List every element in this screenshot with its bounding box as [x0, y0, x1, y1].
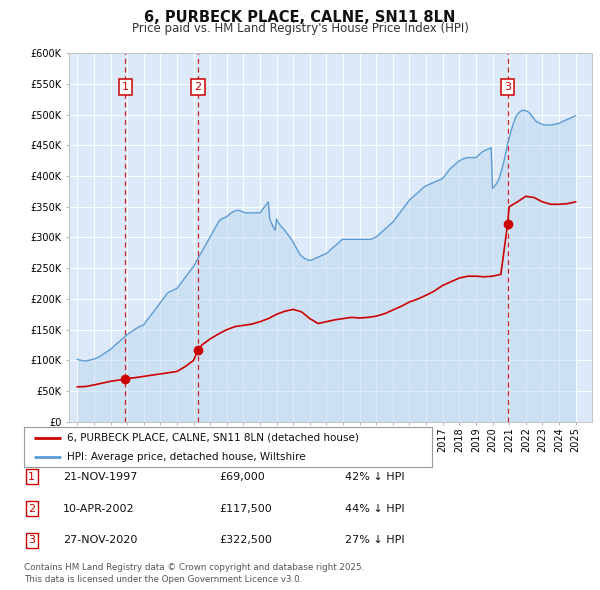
Text: Price paid vs. HM Land Registry's House Price Index (HPI): Price paid vs. HM Land Registry's House …	[131, 22, 469, 35]
Text: HPI: Average price, detached house, Wiltshire: HPI: Average price, detached house, Wilt…	[67, 452, 305, 462]
Text: Contains HM Land Registry data © Crown copyright and database right 2025.
This d: Contains HM Land Registry data © Crown c…	[24, 563, 364, 584]
Text: 2: 2	[28, 504, 35, 513]
Text: 27-NOV-2020: 27-NOV-2020	[63, 536, 137, 545]
Text: 3: 3	[504, 82, 511, 92]
Text: 1: 1	[28, 472, 35, 481]
Text: 44% ↓ HPI: 44% ↓ HPI	[345, 504, 404, 513]
Text: 27% ↓ HPI: 27% ↓ HPI	[345, 536, 404, 545]
Text: 6, PURBECK PLACE, CALNE, SN11 8LN (detached house): 6, PURBECK PLACE, CALNE, SN11 8LN (detac…	[67, 433, 359, 443]
Text: 42% ↓ HPI: 42% ↓ HPI	[345, 472, 404, 481]
Text: £117,500: £117,500	[219, 504, 272, 513]
Text: 2: 2	[194, 82, 202, 92]
Text: 1: 1	[122, 82, 129, 92]
Text: 10-APR-2002: 10-APR-2002	[63, 504, 134, 513]
Text: £322,500: £322,500	[219, 536, 272, 545]
Text: £69,000: £69,000	[219, 472, 265, 481]
Text: 6, PURBECK PLACE, CALNE, SN11 8LN: 6, PURBECK PLACE, CALNE, SN11 8LN	[145, 10, 455, 25]
Text: 3: 3	[28, 536, 35, 545]
Text: 21-NOV-1997: 21-NOV-1997	[63, 472, 137, 481]
